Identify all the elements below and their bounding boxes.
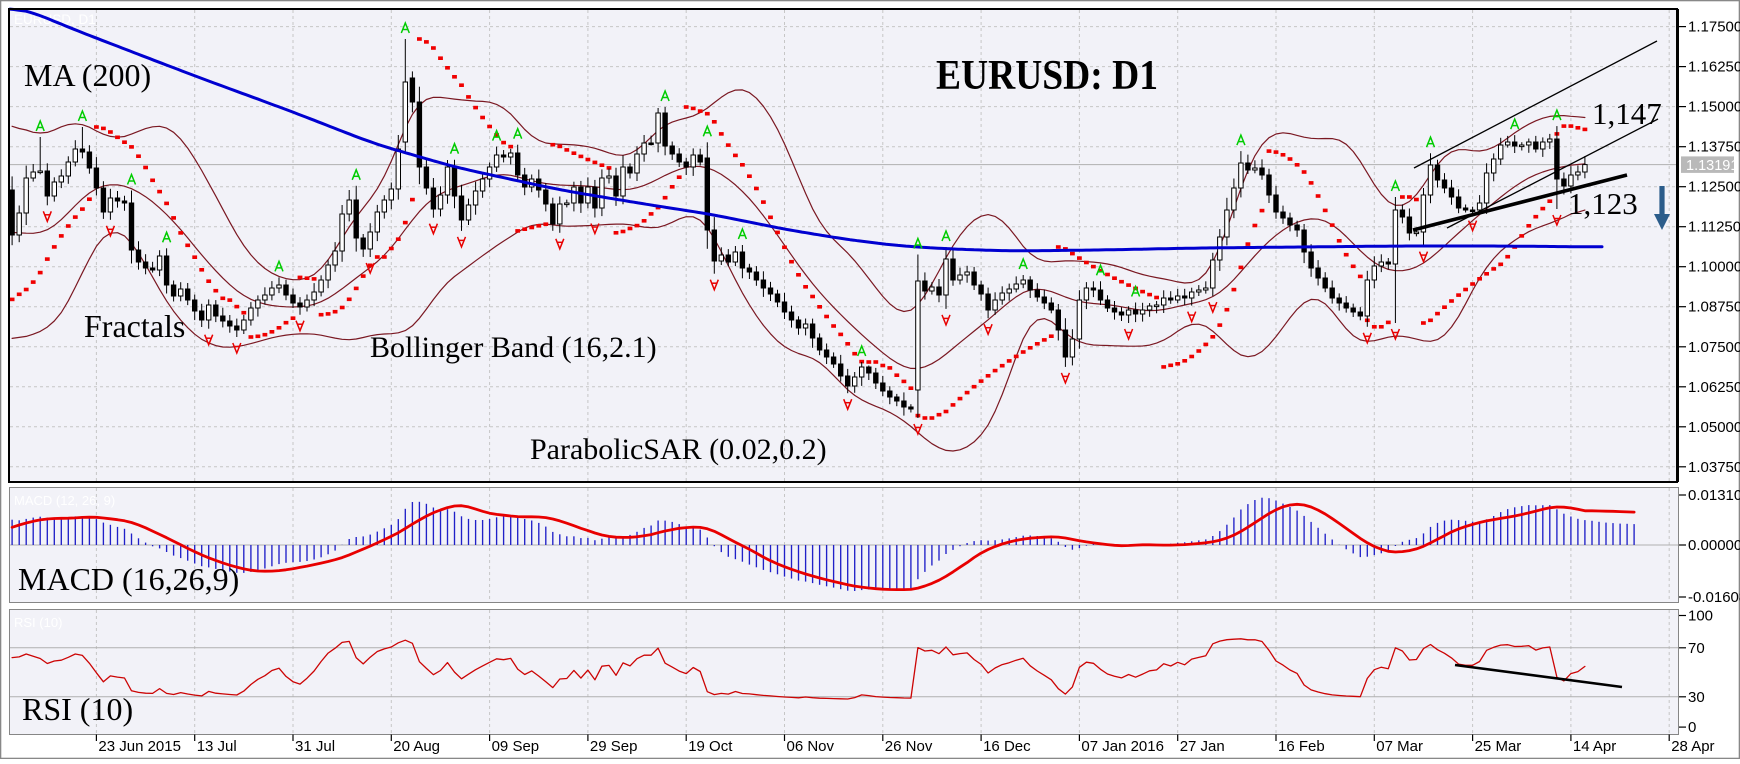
- svg-text:1.10000: 1.10000: [1688, 259, 1740, 276]
- svg-text:1.13750: 1.13750: [1688, 139, 1740, 156]
- svg-text:0: 0: [1688, 719, 1696, 736]
- svg-text:27 Jan: 27 Jan: [1180, 738, 1225, 755]
- svg-text:09 Sep: 09 Sep: [492, 738, 540, 755]
- svg-text:28 Apr: 28 Apr: [1671, 738, 1714, 755]
- svg-text:13 Jul: 13 Jul: [197, 738, 237, 755]
- svg-text:1.07500: 1.07500: [1688, 339, 1740, 356]
- svg-text:EURUSD: D1: EURUSD: D1: [936, 53, 1158, 99]
- svg-text:1.15000: 1.15000: [1688, 99, 1740, 116]
- svg-text:1.13191: 1.13191: [1686, 158, 1738, 174]
- svg-text:1,147: 1,147: [1592, 96, 1662, 131]
- svg-text:MACD (16,26,9): MACD (16,26,9): [18, 561, 239, 597]
- svg-text:MACD (12, 26, 9): MACD (12, 26, 9): [14, 493, 115, 508]
- svg-text:07 Jan 2016: 07 Jan 2016: [1081, 738, 1164, 755]
- svg-text:16 Dec: 16 Dec: [983, 738, 1031, 755]
- svg-text:1.11250: 1.11250: [1688, 219, 1740, 236]
- svg-text:RSI (10): RSI (10): [22, 691, 133, 727]
- svg-text:70: 70: [1688, 640, 1705, 657]
- svg-text:16 Feb: 16 Feb: [1278, 738, 1325, 755]
- svg-text:30: 30: [1688, 689, 1705, 706]
- svg-text:100: 100: [1688, 608, 1713, 625]
- svg-text:06 Nov: 06 Nov: [787, 738, 835, 755]
- svg-text:0.0131060: 0.0131060: [1688, 487, 1740, 504]
- svg-text:-0.0160800: -0.0160800: [1688, 589, 1740, 606]
- svg-text:1.06250: 1.06250: [1688, 379, 1740, 396]
- svg-text:1.05000: 1.05000: [1688, 419, 1740, 436]
- svg-text:MA (200): MA (200): [24, 57, 151, 93]
- svg-text:07 Mar: 07 Mar: [1376, 738, 1423, 755]
- svg-text:1.12500: 1.12500: [1688, 179, 1740, 196]
- svg-text:14 Apr: 14 Apr: [1573, 738, 1616, 755]
- svg-text:19 Oct: 19 Oct: [688, 738, 733, 755]
- svg-text:31 Jul: 31 Jul: [295, 738, 335, 755]
- svg-text:ParabolicSAR (0.02,0.2): ParabolicSAR (0.02,0.2): [530, 433, 827, 466]
- svg-text:23 Jun 2015: 23 Jun 2015: [98, 738, 181, 755]
- svg-text:26 Nov: 26 Nov: [885, 738, 933, 755]
- svg-text:1.16250: 1.16250: [1688, 59, 1740, 76]
- svg-text:1,123: 1,123: [1568, 186, 1638, 221]
- svg-text:20 Aug: 20 Aug: [393, 738, 440, 755]
- svg-text:1.03750: 1.03750: [1688, 459, 1740, 476]
- svg-text:25 Mar: 25 Mar: [1475, 738, 1522, 755]
- svg-text:RSI (10): RSI (10): [14, 615, 62, 630]
- svg-text:29 Sep: 29 Sep: [590, 738, 638, 755]
- svg-text:Fractals: Fractals: [84, 308, 185, 344]
- svg-text:1.17500: 1.17500: [1688, 19, 1740, 36]
- svg-text:0.0000000: 0.0000000: [1688, 537, 1740, 554]
- svg-text:EURUSD, D1: EURUSD, D1: [14, 12, 96, 27]
- svg-text:1.08750: 1.08750: [1688, 299, 1740, 316]
- svg-text:Bollinger Band (16,2.1): Bollinger Band (16,2.1): [370, 331, 657, 364]
